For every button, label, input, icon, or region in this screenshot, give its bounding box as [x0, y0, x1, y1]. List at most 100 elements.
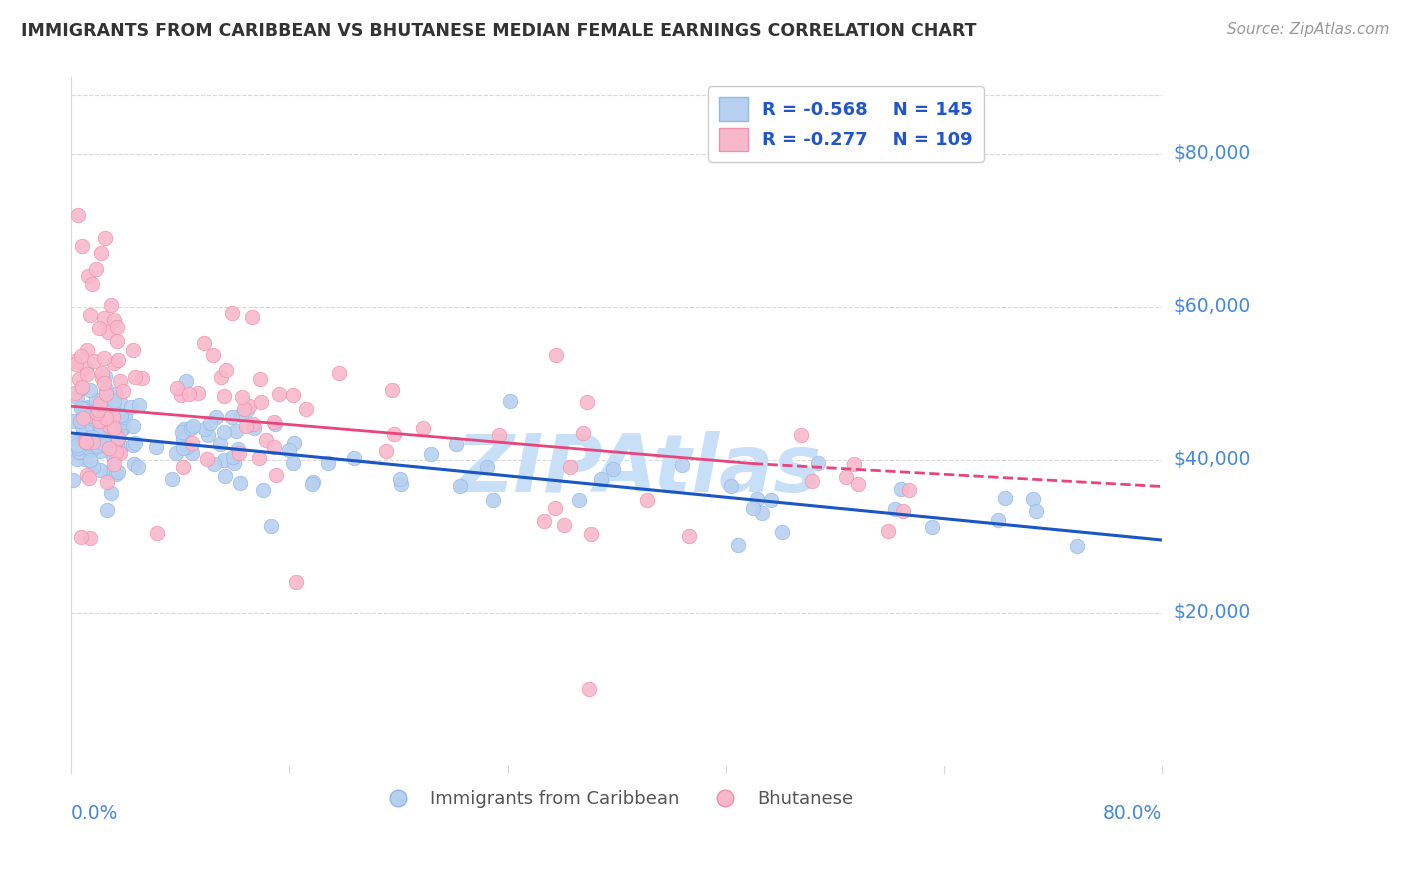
Point — [170, 425, 193, 439]
Point — [444, 437, 467, 451]
Point — [170, 387, 193, 401]
Point — [79, 308, 101, 322]
Point — [86, 439, 108, 453]
Point — [252, 483, 274, 497]
Text: Source: ZipAtlas.com: Source: ZipAtlas.com — [1226, 22, 1389, 37]
Point — [90, 392, 112, 407]
Point — [212, 453, 235, 467]
Point — [212, 389, 235, 403]
Point — [801, 474, 824, 488]
Point — [97, 325, 120, 339]
Point — [420, 447, 443, 461]
Point — [742, 501, 765, 516]
Point — [77, 409, 100, 423]
Point — [91, 371, 114, 385]
Point — [233, 402, 256, 417]
Text: 0.0%: 0.0% — [72, 805, 118, 823]
Point — [93, 351, 115, 365]
Point — [572, 425, 595, 440]
Point — [1066, 539, 1088, 553]
Point — [104, 386, 127, 401]
Point — [475, 460, 498, 475]
Text: ZIPAtlas: ZIPAtlas — [456, 431, 821, 508]
Point — [122, 419, 145, 434]
Point — [384, 427, 406, 442]
Point — [77, 471, 100, 485]
Point — [254, 433, 277, 447]
Point — [389, 476, 412, 491]
Point — [89, 396, 111, 410]
Point — [553, 518, 575, 533]
Point — [90, 422, 112, 436]
Point — [264, 417, 287, 431]
Point — [176, 441, 198, 455]
Point — [243, 421, 266, 435]
Point — [180, 436, 202, 450]
Point — [67, 372, 90, 386]
Point — [284, 575, 307, 590]
Point — [107, 431, 129, 445]
Point — [110, 422, 132, 436]
Point — [79, 384, 101, 398]
Point — [374, 444, 396, 458]
Point — [83, 354, 105, 368]
Point — [121, 343, 143, 357]
Point — [110, 439, 132, 453]
Point — [79, 436, 101, 450]
Point — [94, 231, 117, 245]
Point — [79, 531, 101, 545]
Point — [214, 469, 236, 483]
Point — [105, 429, 128, 443]
Point — [100, 438, 122, 452]
Point — [89, 419, 111, 434]
Point — [160, 472, 183, 486]
Point — [103, 393, 125, 408]
Point — [174, 374, 197, 388]
Point — [720, 479, 742, 493]
Point — [231, 408, 253, 422]
Point — [72, 426, 94, 441]
Point — [77, 400, 100, 414]
Point — [222, 450, 245, 464]
Point — [482, 493, 505, 508]
Point — [301, 477, 323, 491]
Text: $80,000: $80,000 — [1173, 145, 1250, 163]
Point — [76, 269, 98, 284]
Point — [898, 483, 921, 498]
Point — [558, 460, 581, 475]
Point — [101, 410, 124, 425]
Point — [568, 492, 591, 507]
Point — [103, 356, 125, 370]
Point — [97, 401, 120, 415]
Point — [66, 390, 89, 404]
Point — [103, 420, 125, 434]
Point — [449, 478, 471, 492]
Point — [98, 465, 121, 479]
Point — [221, 306, 243, 320]
Point — [93, 368, 115, 383]
Point — [576, 394, 599, 409]
Point — [846, 476, 869, 491]
Point — [105, 334, 128, 348]
Point — [82, 419, 104, 434]
Point — [412, 421, 434, 435]
Point — [80, 430, 103, 444]
Point — [62, 414, 84, 428]
Point — [108, 374, 131, 388]
Point — [546, 347, 568, 361]
Point — [69, 414, 91, 428]
Point — [834, 470, 856, 484]
Point — [77, 441, 100, 455]
Point — [215, 363, 238, 377]
Point — [263, 441, 285, 455]
Point — [82, 434, 104, 449]
Point — [242, 417, 264, 431]
Point — [884, 502, 907, 516]
Point — [225, 424, 247, 438]
Point — [94, 387, 117, 401]
Point — [63, 435, 86, 450]
Point — [211, 369, 233, 384]
Point — [240, 310, 263, 324]
Point — [105, 438, 128, 452]
Point — [205, 409, 228, 424]
